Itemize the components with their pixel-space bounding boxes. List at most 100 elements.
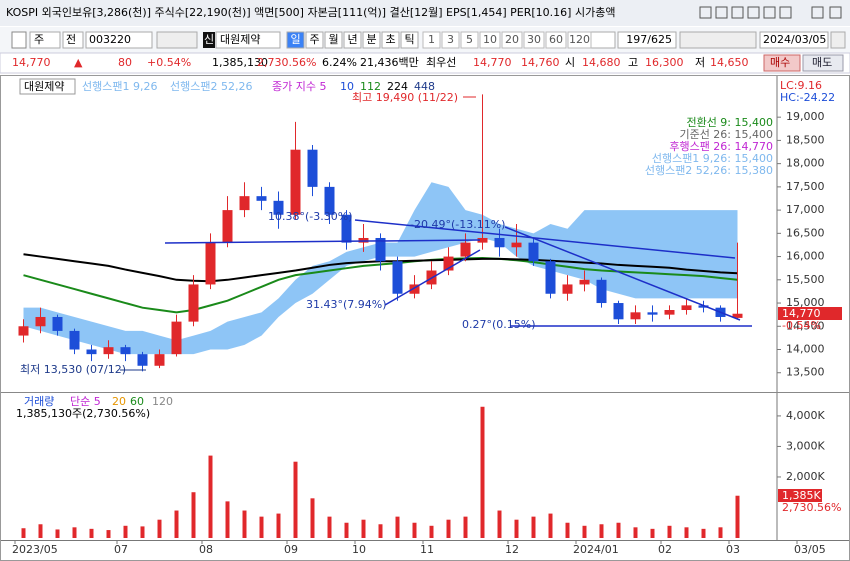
- trendline: [164, 239, 481, 244]
- icon[interactable]: [830, 31, 846, 49]
- prev-button[interactable]: [62, 31, 84, 49]
- icon[interactable]: [811, 6, 824, 19]
- annotation: -20.49°(-13.11%): [410, 218, 505, 231]
- interval-button[interactable]: [460, 31, 479, 49]
- candle-body: [613, 303, 624, 320]
- candle-body: [256, 196, 267, 201]
- corner-label: HC:-24.22: [780, 91, 835, 104]
- period-button[interactable]: [324, 31, 343, 49]
- indicator: 기준선 26: 15,400: [679, 128, 773, 141]
- interval-button[interactable]: [501, 31, 523, 49]
- icon[interactable]: [715, 6, 728, 19]
- x-tick-label: 08: [199, 543, 213, 556]
- date-box[interactable]: [759, 31, 829, 49]
- candle-body: [698, 305, 709, 308]
- volume-bar: [718, 527, 723, 538]
- tool-icons[interactable]: [679, 31, 757, 49]
- y-tick-label: 15,000: [786, 296, 825, 309]
- kind-select[interactable]: [29, 31, 61, 49]
- candle-body: [664, 310, 675, 315]
- candle-body: [392, 261, 403, 294]
- volume-bar: [21, 528, 26, 538]
- annotation: 10.38°(-3.30%): [268, 210, 353, 223]
- candle-body: [52, 316, 63, 331]
- y-tick-label: 13,500: [786, 366, 825, 379]
- period-button[interactable]: [400, 31, 419, 49]
- y-tick-label: 17,500: [786, 180, 825, 193]
- y-tick-label: 18,500: [786, 133, 825, 146]
- interval-button[interactable]: [523, 31, 545, 49]
- candle-body: [86, 349, 97, 355]
- period-button[interactable]: [343, 31, 362, 49]
- price-tag: 14,770: [782, 307, 821, 320]
- info-item: +0.54%: [147, 56, 191, 69]
- volume-bar: [225, 501, 230, 538]
- volume-bar: [633, 527, 638, 538]
- volume-bar: [429, 525, 434, 538]
- volume-bar: [208, 455, 213, 538]
- icon[interactable]: [699, 6, 712, 19]
- period-button[interactable]: [381, 31, 400, 49]
- price-panel: [18, 94, 743, 372]
- interval-button[interactable]: [545, 31, 567, 49]
- info-bar: [0, 52, 850, 74]
- period-button[interactable]: [305, 31, 324, 49]
- tool-icons[interactable]: [156, 31, 198, 49]
- info-item: 저: [695, 56, 705, 69]
- info-item: 14,650: [710, 56, 749, 69]
- volume-bar: [55, 529, 60, 538]
- icon[interactable]: [747, 6, 760, 19]
- volume-bar: [616, 522, 621, 538]
- y-tick-label: 14,500: [786, 319, 825, 332]
- candle-body: [528, 242, 539, 262]
- indicator: 후행스팬 26: 14,770: [669, 140, 773, 153]
- period: 초: [385, 33, 395, 46]
- count-box[interactable]: [617, 31, 677, 49]
- count: 197/625: [626, 33, 672, 46]
- legend-box: [19, 78, 76, 95]
- x-tick-label: 03/05: [794, 543, 826, 556]
- period-button[interactable]: [362, 31, 381, 49]
- candle-body: [154, 354, 165, 366]
- x-tick-label: 2024/01: [573, 543, 619, 556]
- trendline: [504, 226, 741, 321]
- info-item: 14,770: [12, 56, 51, 69]
- buy-button[interactable]: [763, 54, 801, 72]
- candle-body: [477, 237, 488, 243]
- interval-button[interactable]: [441, 31, 460, 49]
- interval-button[interactable]: [567, 31, 592, 49]
- icon[interactable]: [779, 6, 792, 19]
- legend-item: 10: [340, 80, 354, 93]
- legend-item: 단순 5: [70, 395, 101, 408]
- name-box: [215, 31, 281, 49]
- period-button[interactable]: [286, 31, 305, 49]
- volume-tag-box: [778, 489, 822, 502]
- candle-body: [290, 149, 301, 215]
- sell-button[interactable]: [802, 54, 844, 72]
- annotation: 최저 13,530 (07/12): [20, 363, 126, 376]
- candle-body: [222, 210, 233, 243]
- icon[interactable]: [731, 6, 744, 19]
- x-tick-label: 10: [352, 543, 366, 556]
- code-input[interactable]: [85, 31, 153, 49]
- legend-item: 448: [414, 80, 435, 93]
- volume-bar: [361, 519, 366, 538]
- interval-button[interactable]: [479, 31, 501, 49]
- candle-body: [120, 347, 131, 355]
- candle-body: [358, 237, 369, 243]
- info-item: 최우선: [426, 56, 456, 69]
- info-item: 14,760: [521, 56, 560, 69]
- volume-bar: [514, 519, 519, 538]
- info-item: 1,385,130: [212, 56, 268, 69]
- volume-panel: [21, 406, 740, 538]
- volume-bar: [650, 528, 655, 538]
- flag: 신: [204, 33, 214, 46]
- icon[interactable]: [11, 31, 27, 49]
- volume-tag: 1,385K: [782, 489, 821, 502]
- interval-button[interactable]: [422, 31, 441, 49]
- info-item: 매도: [812, 56, 832, 69]
- icon[interactable]: [829, 6, 842, 19]
- icon[interactable]: [763, 6, 776, 19]
- indicator: 선행스팬2 52,26: 15,380: [645, 164, 773, 177]
